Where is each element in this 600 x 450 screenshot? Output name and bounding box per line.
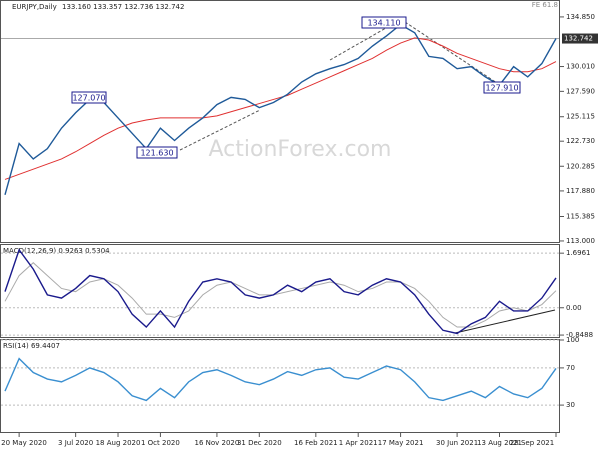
x-tick-label: 17 May 2021: [378, 439, 424, 447]
macd-trend-line: [454, 309, 556, 334]
y-tick-label: 1.6961: [566, 249, 591, 257]
x-tick-label: 28 Sep 2021: [510, 439, 554, 447]
x-tick-label: 31 Dec 2020: [237, 439, 282, 447]
x-tick-label: 16 Feb 2021: [294, 439, 338, 447]
x-tick-label: 1 Oct 2020: [141, 439, 180, 447]
last-price-box: [562, 33, 598, 44]
annotation-box: [136, 146, 178, 159]
series-line: [4, 37, 557, 180]
annotation: 134.110: [367, 19, 400, 28]
rsi-panel: [0, 339, 560, 433]
macd-title: MACD(12,26,9) 0.9263 0.5304: [3, 247, 110, 255]
annotation-box: [483, 81, 521, 94]
y-tick-label: 117.880: [566, 187, 595, 195]
y-tick-label: 134.850: [566, 13, 595, 21]
y-tick-label: -0.8488: [566, 331, 593, 339]
y-tick-label: 125.115: [566, 113, 595, 121]
x-tick-label: 30 Jun 2021: [436, 439, 478, 447]
x-tick-label: 13 Aug 2021: [477, 439, 522, 447]
price-panel: [0, 0, 560, 243]
annotations: 134.110 127.070 121.630 127.910: [71, 16, 521, 159]
x-tick-label: 18 Aug 2020: [96, 439, 141, 447]
annotation-box: [361, 16, 407, 29]
series-line: [4, 262, 557, 328]
y-tick-label: 127.590: [566, 87, 595, 95]
y-tick-label: 70: [566, 364, 575, 372]
y-tick-label: 122.730: [566, 137, 595, 145]
trend-line: [404, 21, 501, 86]
y-tick-label: 113.000: [566, 237, 595, 245]
annotation: 127.910: [485, 84, 518, 93]
ohlc-text: 133.160 133.357 132.736 132.742: [62, 3, 184, 11]
annotation: 127.070: [72, 94, 105, 103]
y-tick-label: 130.010: [566, 63, 595, 71]
annotation-box: [71, 91, 107, 104]
x-tick-label: 20 May 2020: [1, 439, 47, 447]
y-tick-label: 115.385: [566, 212, 595, 220]
y-tick-label: 120.285: [566, 162, 595, 170]
y-tick-label: 100: [566, 336, 579, 344]
y-tick-label: 0.00: [566, 304, 582, 312]
x-tick-label: 16 Nov 2020: [195, 439, 240, 447]
x-tick-label: 1 Apr 2021: [339, 439, 378, 447]
x-tick-label: 3 Jul 2020: [58, 439, 93, 447]
rsi-title: RSI(14) 69.4407: [3, 342, 60, 350]
watermark: ActionForex.com: [209, 137, 392, 162]
y-tick-label: 30: [566, 401, 575, 409]
series-line: [4, 248, 557, 335]
last-price-label: 132.742: [564, 35, 593, 43]
fe-label: FE 61.8: [532, 1, 558, 9]
series-line: [4, 357, 557, 402]
price-title: EURJPY,Daily: [12, 3, 57, 11]
annotation: 121.630: [140, 149, 173, 158]
